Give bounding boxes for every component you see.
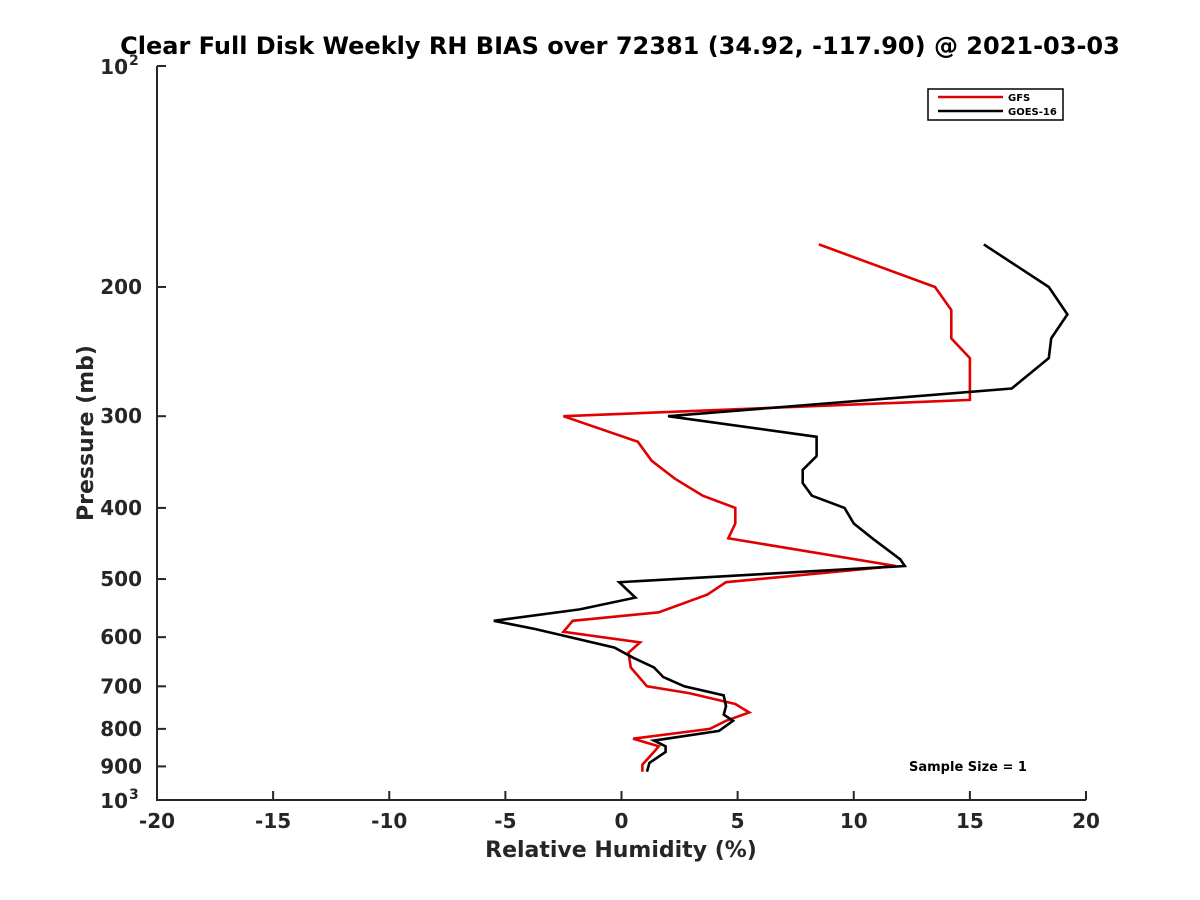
x-tick-label: -5 xyxy=(494,809,516,833)
legend-label-gfs: GFS xyxy=(1008,93,1030,104)
y-tick-label: 10 xyxy=(100,55,128,79)
y-tick-label: 800 xyxy=(100,717,142,741)
chart-title: Clear Full Disk Weekly RH BIAS over 7238… xyxy=(120,32,1120,60)
y-axis-label: Pressure (mb) xyxy=(74,345,99,521)
legend-label-goes-16: GOES-16 xyxy=(1008,107,1057,118)
y-tick-label: 400 xyxy=(100,496,142,520)
y-tick-label: 500 xyxy=(100,567,142,591)
x-tick-label: 10 xyxy=(840,809,868,833)
legend: GFS GOES-16 xyxy=(927,88,1064,121)
x-tick-label: 15 xyxy=(956,809,984,833)
x-tick-label: 0 xyxy=(615,809,629,833)
series-line-goes-16 xyxy=(493,243,1069,773)
y-tick-exponent: 3 xyxy=(129,787,139,803)
sample-size-annotation: Sample Size = 1 xyxy=(909,760,1027,775)
x-axis-label: Relative Humidity (%) xyxy=(485,838,757,863)
x-ticks: -20 -15 -10 -5 0 5 10 15 20 xyxy=(139,791,1100,833)
x-tick-label: -10 xyxy=(371,809,407,833)
x-tick-label: -20 xyxy=(139,809,175,833)
legend-box xyxy=(927,88,1064,121)
x-tick-label: -15 xyxy=(255,809,291,833)
y-tick-label: 600 xyxy=(100,625,142,649)
y-tick-label: 300 xyxy=(100,404,142,428)
y-tick-label: 200 xyxy=(100,275,142,299)
x-tick-label: 20 xyxy=(1072,809,1100,833)
y-tick-exponent: 2 xyxy=(129,53,139,69)
y-tick-label: 700 xyxy=(100,674,142,698)
x-tick-label: 5 xyxy=(731,809,745,833)
series-layer xyxy=(493,243,1069,773)
y-tick-label: 900 xyxy=(100,754,142,778)
y-tick-label: 10 xyxy=(100,789,128,813)
